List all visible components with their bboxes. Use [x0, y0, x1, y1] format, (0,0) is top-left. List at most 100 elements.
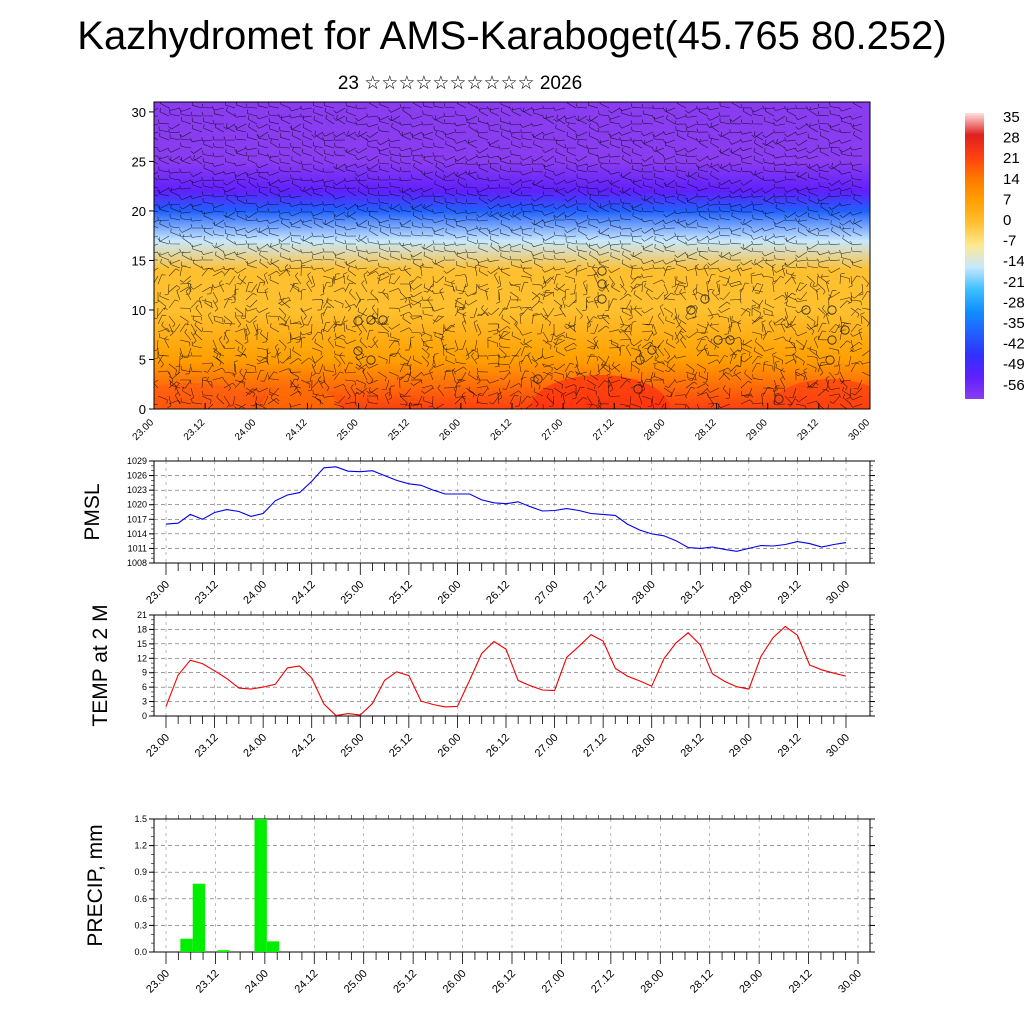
x-tick-label: 25.00: [335, 417, 361, 443]
x-tick-label: 25.00: [342, 968, 370, 996]
x-tick-label: 25.12: [387, 579, 415, 607]
x-tick-label: 28.00: [638, 968, 666, 996]
x-tick-label: 27.12: [581, 579, 609, 607]
colorbar-label: -28: [1003, 294, 1024, 311]
colorbar-label: -14: [1003, 253, 1024, 270]
calm-circle: [635, 355, 645, 365]
y-tick-label: 9: [142, 668, 147, 678]
colorbar-label: -49: [1003, 356, 1024, 373]
x-tick-label: 25.12: [387, 732, 415, 760]
y-tick-label: 10: [132, 303, 146, 318]
y-tick-label: 1017: [127, 514, 147, 524]
pmsl-panel: 1008 1011 1014 1017 1020 1023 1026 1029 23.00 23.…: [81, 456, 875, 607]
calm-circle: [713, 335, 723, 345]
x-tick-label: 26.00: [438, 417, 464, 443]
y-tick-label: 18: [137, 624, 147, 634]
x-tick-label: 24.12: [284, 417, 310, 443]
x-tick-label: 29.12: [776, 732, 804, 760]
x-tick-label: 27.00: [533, 732, 561, 760]
y-tick-label: 25: [132, 154, 146, 169]
x-tick-label: 26.00: [436, 732, 464, 760]
x-tick-label: 23.12: [182, 417, 208, 443]
calm-circle: [725, 335, 735, 345]
x-tick-label: 26.00: [441, 968, 469, 996]
precip-panel: 0.0 0.3 0.6 0.9 1.2 1.5 23.00 23.12 24.00 24.12 25…: [84, 814, 875, 996]
calm-circle: [825, 355, 835, 365]
x-tick-label: 29.00: [727, 732, 755, 760]
y-tick-label: 0.6: [134, 894, 147, 904]
x-tick-label: 28.00: [630, 732, 658, 760]
precip-bar: [192, 883, 206, 952]
x-tick-label: 24.12: [292, 968, 320, 996]
warm-patch: [260, 387, 340, 409]
calm-circle: [597, 294, 607, 304]
y-tick-label: 0.9: [134, 867, 147, 877]
calm-circle: [801, 305, 811, 315]
x-tick-label: 28.12: [678, 732, 706, 760]
x-tick-label: 23.00: [144, 968, 172, 996]
x-tick-label: 26.12: [490, 968, 518, 996]
x-tick-label: 29.00: [744, 417, 770, 443]
precip-bar: [254, 819, 267, 952]
cross-section-field: [154, 102, 870, 409]
cross-section-overlay: [154, 102, 870, 409]
y-tick-label: 6: [142, 682, 147, 692]
calm-circle: [366, 315, 376, 325]
precip-bar: [217, 950, 230, 952]
y-tick-label: 15: [137, 639, 147, 649]
calm-circle: [827, 305, 837, 315]
chart-title: Kazhydromet for AMS-Karaboget(45.765 80.…: [77, 14, 947, 58]
y-tick-label: 0: [139, 402, 146, 417]
x-tick-label: 23.12: [194, 968, 222, 996]
x-tick-label: 25.12: [386, 417, 412, 443]
temp-line: [165, 625, 847, 717]
y-tick-label: 1008: [127, 558, 147, 568]
colorbar-label: -7: [1003, 233, 1016, 250]
temp-panel: 0 3 6 9 12 15 18 21 23.00 23.12 24.00 24.12 25.00 25.…: [89, 604, 875, 760]
x-tick-label: 30.00: [824, 579, 852, 607]
y-tick-label: 1026: [127, 471, 147, 481]
x-tick-label: 24.00: [241, 579, 269, 607]
y-tick-label: 15: [132, 253, 146, 268]
y-tick-label: 0: [142, 711, 147, 721]
x-tick-label: 28.12: [688, 968, 716, 996]
calm-circle: [633, 384, 643, 394]
x-tick-label: 25.00: [338, 732, 366, 760]
y-tick-label: 5: [139, 352, 146, 367]
x-tick-label: 29.12: [796, 417, 822, 443]
x-tick-label: 29.00: [737, 968, 765, 996]
calm-circle: [378, 315, 388, 325]
panel-frame: [153, 460, 871, 564]
colorbar-label: 28: [1003, 130, 1020, 147]
x-tick-label: 26.00: [436, 579, 464, 607]
x-tick-label: 23.00: [144, 732, 172, 760]
calm-circle: [353, 346, 363, 356]
x-tick-label: 30.00: [847, 417, 873, 443]
x-tick-label: 24.12: [290, 579, 318, 607]
y-tick-label: 1020: [127, 500, 147, 510]
x-tick-label: 29.00: [727, 579, 755, 607]
calm-circle: [840, 325, 850, 335]
x-tick-label: 27.00: [533, 579, 561, 607]
y-tick-label: 12: [137, 653, 147, 663]
y-tick-label: 1.2: [134, 841, 147, 851]
y-tick-label: 1011: [128, 543, 147, 553]
y-axis-title: PMSL: [81, 483, 104, 540]
x-tick-label: 24.00: [233, 417, 259, 443]
y-tick-label: 20: [132, 204, 146, 219]
y-tick-label: 30: [132, 105, 146, 120]
x-tick-label: 27.12: [591, 417, 617, 443]
pmsl-line: [165, 466, 847, 552]
precip-bar: [180, 938, 193, 952]
x-tick-label: 30.00: [824, 732, 852, 760]
y-tick-label: 1.5: [134, 814, 147, 824]
y-tick-label: 1023: [127, 485, 147, 495]
colorbar-gradient: [965, 113, 984, 399]
colorbar-label: -35: [1003, 315, 1024, 332]
calm-circle: [366, 355, 376, 365]
x-tick-label: 27.00: [540, 968, 568, 996]
x-tick-label: 23.12: [193, 732, 221, 760]
wind-barbs: [154, 102, 870, 409]
x-tick-label: 24.00: [243, 968, 271, 996]
